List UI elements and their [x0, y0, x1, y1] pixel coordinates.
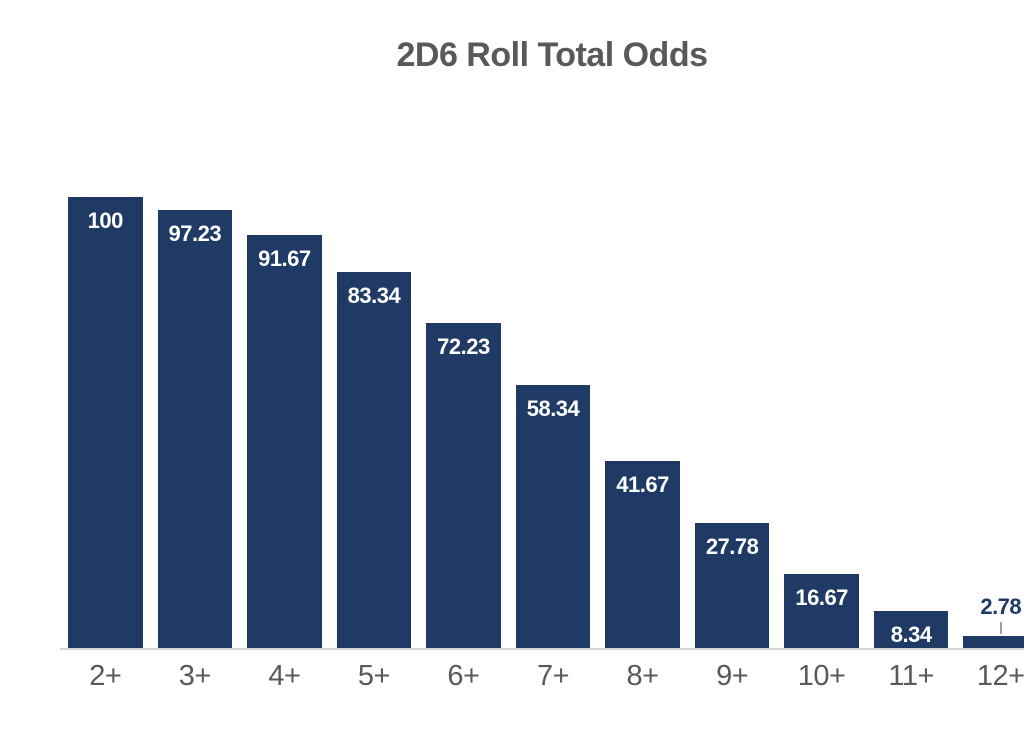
bar: 100	[68, 197, 143, 649]
bar-column: 72.23	[426, 197, 501, 649]
bar-column: 27.78	[694, 197, 770, 649]
bar-value-label: 2.78	[980, 594, 1022, 620]
bar-value-label: 27.78	[705, 534, 759, 560]
bar: 58.34	[515, 385, 591, 649]
bar: 41.67	[605, 460, 680, 649]
bar-column: 91.67	[247, 197, 322, 649]
bar-value-label: 16.67	[795, 584, 848, 610]
x-axis-label: 7+	[536, 660, 570, 692]
bar-column: 97.23	[157, 197, 233, 649]
bar-chart: 2D6 Roll Total Odds 100 97.23 91.67 83.34 72…	[40, 16, 1024, 714]
chart-title: 2D6 Roll Total Odds	[396, 36, 708, 74]
x-axis-label: 5+	[357, 660, 391, 692]
bar-column: 58.34	[515, 197, 591, 649]
bar-value-label: 41.67	[616, 471, 669, 497]
x-axis-label: 2+	[89, 660, 122, 692]
x-axis-label: 8+	[626, 660, 660, 692]
bar-column: 2.78	[963, 197, 1024, 649]
bar-column: 16.67	[784, 197, 859, 649]
x-axis-label: 11+	[888, 660, 934, 692]
bar-value-label: 91.67	[258, 245, 311, 271]
bar-value-label: 72.23	[437, 333, 490, 359]
x-axis-label: 6+	[447, 660, 480, 692]
x-axis-label: 12+	[976, 660, 1024, 692]
bar: 27.78	[694, 523, 770, 649]
x-axis-label: 10+	[797, 660, 846, 692]
x-axis-line	[60, 648, 1024, 650]
x-axis-label: 4+	[268, 660, 301, 692]
bar-column: 8.34	[873, 197, 949, 649]
bar-value-label: 97.23	[168, 220, 222, 246]
bar-value-label: 8.34	[890, 622, 932, 648]
bar: 97.23	[157, 209, 233, 649]
bar: 91.67	[247, 234, 322, 649]
bar: 2.78	[963, 594, 1024, 649]
bar-column: 100	[68, 197, 143, 649]
bars-container: 100 97.23 91.67 83.34 72.23 58.34 41.67 27.78 16…	[68, 197, 1024, 649]
x-axis-label: 9+	[716, 660, 749, 692]
bar: 8.34	[873, 611, 949, 649]
x-axis-label: 3+	[178, 660, 212, 692]
bar: 83.34	[336, 272, 412, 649]
leader-line	[999, 622, 1002, 635]
bar-column: 83.34	[336, 197, 412, 649]
bar-value-label: 100	[87, 208, 124, 233]
bar-column: 41.67	[605, 197, 680, 649]
x-axis-labels: 2+ 3+ 4+ 5+ 6+ 7+ 8+ 9+ 10+ 11+ 12+	[68, 660, 1024, 693]
plot-area: 100 97.23 91.67 83.34 72.23 58.34 41.67 27.78 16…	[60, 197, 1024, 693]
bar-value-label: 83.34	[347, 283, 401, 309]
bar-value-label: 58.34	[526, 396, 580, 422]
bar: 16.67	[784, 573, 859, 649]
bar: 72.23	[426, 322, 501, 649]
